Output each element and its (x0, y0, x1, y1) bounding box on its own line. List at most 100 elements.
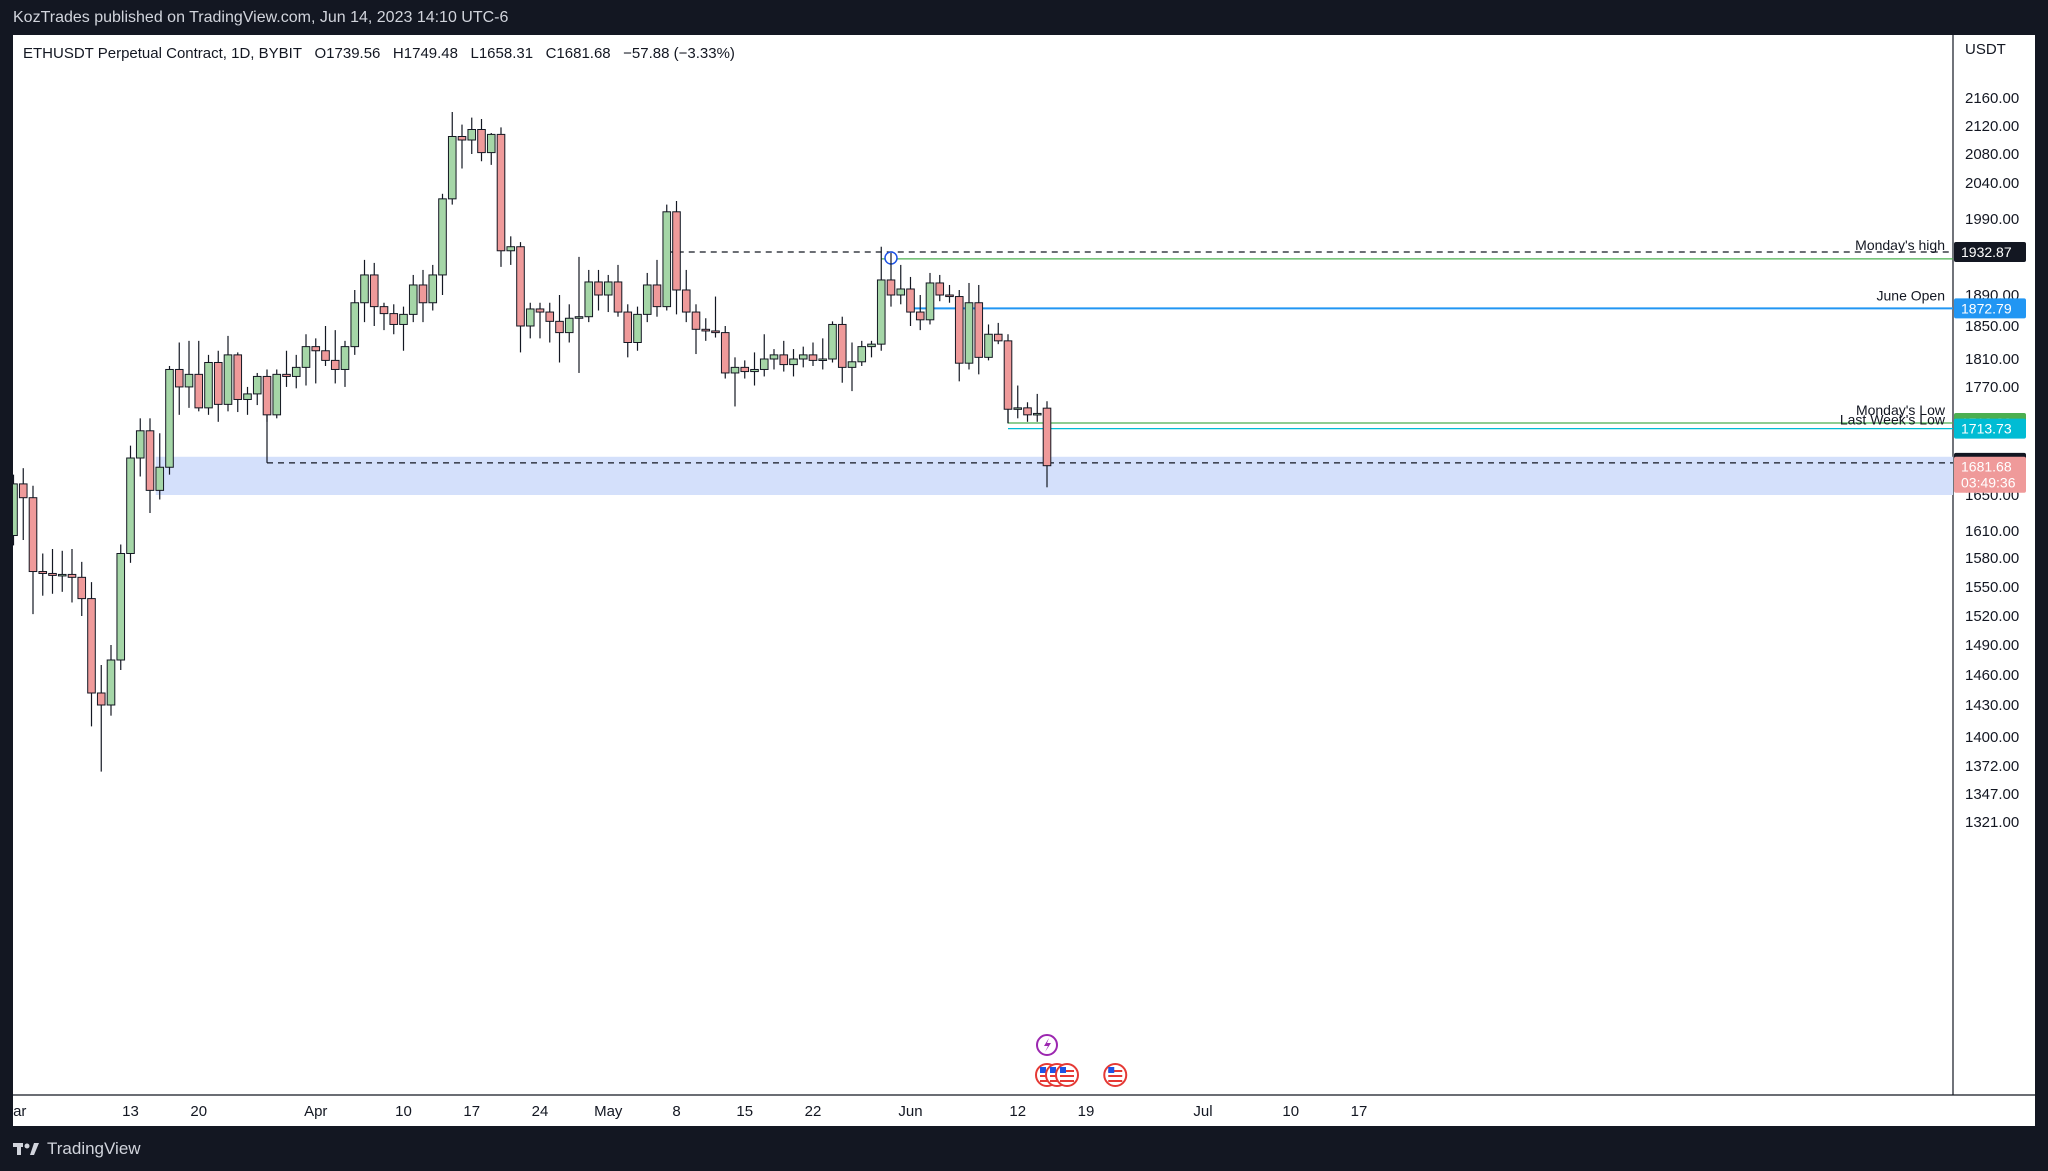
candle-bearish[interactable] (418, 284, 428, 304)
candle-bearish[interactable] (194, 373, 204, 409)
candle-bearish[interactable] (945, 294, 954, 298)
candle-bearish[interactable] (145, 430, 155, 491)
candle-bullish[interactable] (467, 129, 477, 141)
candle-bearish[interactable] (886, 279, 896, 296)
candle-bearish[interactable] (96, 692, 106, 706)
candle-bullish[interactable] (223, 354, 233, 405)
candle-bearish[interactable] (516, 246, 525, 327)
candle-bullish[interactable] (584, 281, 594, 318)
candle-bullish[interactable] (438, 198, 447, 276)
candle-bullish[interactable] (340, 346, 350, 370)
candle-bearish[interactable] (213, 361, 223, 405)
candle-bullish[interactable] (243, 393, 252, 400)
candle-bearish[interactable] (48, 572, 57, 576)
candle-bullish[interactable] (360, 274, 369, 304)
candle-bullish[interactable] (165, 368, 174, 468)
candle-bearish[interactable] (174, 368, 184, 388)
candle-bearish[interactable] (18, 483, 28, 499)
candle-bearish[interactable] (282, 373, 291, 377)
candle-bearish[interactable] (720, 332, 730, 374)
candle-bullish[interactable] (408, 284, 418, 315)
candle-bullish[interactable] (506, 246, 516, 252)
candle-bearish[interactable] (38, 571, 48, 574)
candle-bullish[interactable] (759, 358, 769, 370)
candle-bearish[interactable] (262, 375, 272, 416)
candle-bearish[interactable] (993, 333, 1003, 342)
candle-bullish[interactable] (486, 133, 496, 154)
candle-bearish[interactable] (233, 354, 243, 400)
candle-bearish[interactable] (779, 354, 789, 366)
candle-bearish[interactable] (808, 354, 818, 361)
candle-bearish[interactable] (457, 136, 467, 141)
candle-bullish[interactable] (633, 313, 642, 343)
candle-bearish[interactable] (87, 598, 96, 694)
candle-bearish[interactable] (535, 308, 545, 313)
candle-bearish[interactable] (691, 311, 701, 330)
candle-bullish[interactable] (301, 346, 311, 368)
candle-bullish[interactable] (57, 573, 67, 577)
candle-bullish[interactable] (1032, 412, 1042, 416)
candle-bullish[interactable] (272, 373, 282, 416)
candle-bullish[interactable] (798, 354, 808, 360)
candle-bullish[interactable] (447, 136, 457, 200)
candle-bearish[interactable] (28, 497, 38, 573)
candle-bearish[interactable] (1003, 340, 1013, 410)
candle-bearish[interactable] (67, 573, 77, 578)
candle-bullish[interactable] (399, 313, 408, 325)
candle-bearish[interactable] (672, 211, 681, 291)
candle-bearish[interactable] (477, 129, 486, 154)
candle-bullish[interactable] (925, 282, 935, 321)
candle-bearish[interactable] (77, 576, 87, 600)
candle-bullish[interactable] (13, 483, 18, 536)
candle-bullish[interactable] (896, 288, 906, 296)
candle-bearish[interactable] (311, 346, 321, 352)
candle-bullish[interactable] (350, 302, 360, 348)
candle-bullish[interactable] (184, 373, 194, 388)
candle-bullish[interactable] (428, 274, 438, 304)
candle-bearish[interactable] (740, 366, 750, 373)
candle-bearish[interactable] (681, 289, 691, 313)
candle-bullish[interactable] (750, 368, 759, 373)
candle-bullish[interactable] (126, 457, 135, 554)
candle-bearish[interactable] (1042, 407, 1052, 467)
candle-bullish[interactable] (1013, 407, 1023, 410)
candle-bearish[interactable] (555, 320, 564, 334)
candle-bullish[interactable] (574, 316, 584, 319)
candle-bullish[interactable] (730, 366, 740, 374)
candle-bearish[interactable] (915, 311, 925, 321)
candle-bullish[interactable] (857, 346, 867, 363)
candle-bullish[interactable] (867, 343, 876, 348)
candle-bullish[interactable] (252, 375, 262, 395)
candle-bullish[interactable] (291, 366, 301, 377)
candle-bullish[interactable] (789, 358, 798, 366)
candle-bullish[interactable] (106, 659, 116, 706)
chart-panel[interactable]: Monday's high June Open Monday's Low Last W… (13, 35, 2035, 1126)
candle-bearish[interactable] (389, 313, 399, 325)
candle-bullish[interactable] (818, 358, 828, 361)
candle-bullish[interactable] (984, 333, 993, 358)
candle-bearish[interactable] (496, 133, 506, 252)
candle-bullish[interactable] (769, 354, 779, 360)
candle-bullish[interactable] (964, 302, 974, 364)
candle-bullish[interactable] (847, 361, 857, 368)
candle-bullish[interactable] (116, 553, 126, 661)
candle-bearish[interactable] (954, 296, 964, 364)
candle-bearish[interactable] (330, 359, 340, 370)
candle-bullish[interactable] (642, 284, 652, 315)
candle-bullish[interactable] (204, 361, 213, 409)
candle-bullish[interactable] (876, 279, 886, 345)
candle-bullish[interactable] (135, 430, 145, 459)
tradingview-logo[interactable]: TradingView (13, 1139, 141, 1159)
candle-bearish[interactable] (1023, 407, 1032, 416)
candle-bearish[interactable] (701, 328, 711, 332)
candle-bearish[interactable] (906, 288, 915, 313)
candle-bearish[interactable] (369, 274, 379, 308)
candle-bearish[interactable] (974, 302, 984, 358)
candle-bearish[interactable] (594, 281, 603, 296)
candle-bearish[interactable] (613, 281, 623, 313)
candle-bearish[interactable] (711, 330, 720, 334)
candle-bullish[interactable] (155, 466, 165, 491)
candle-bearish[interactable] (652, 284, 662, 308)
candle-bearish[interactable] (623, 311, 633, 343)
